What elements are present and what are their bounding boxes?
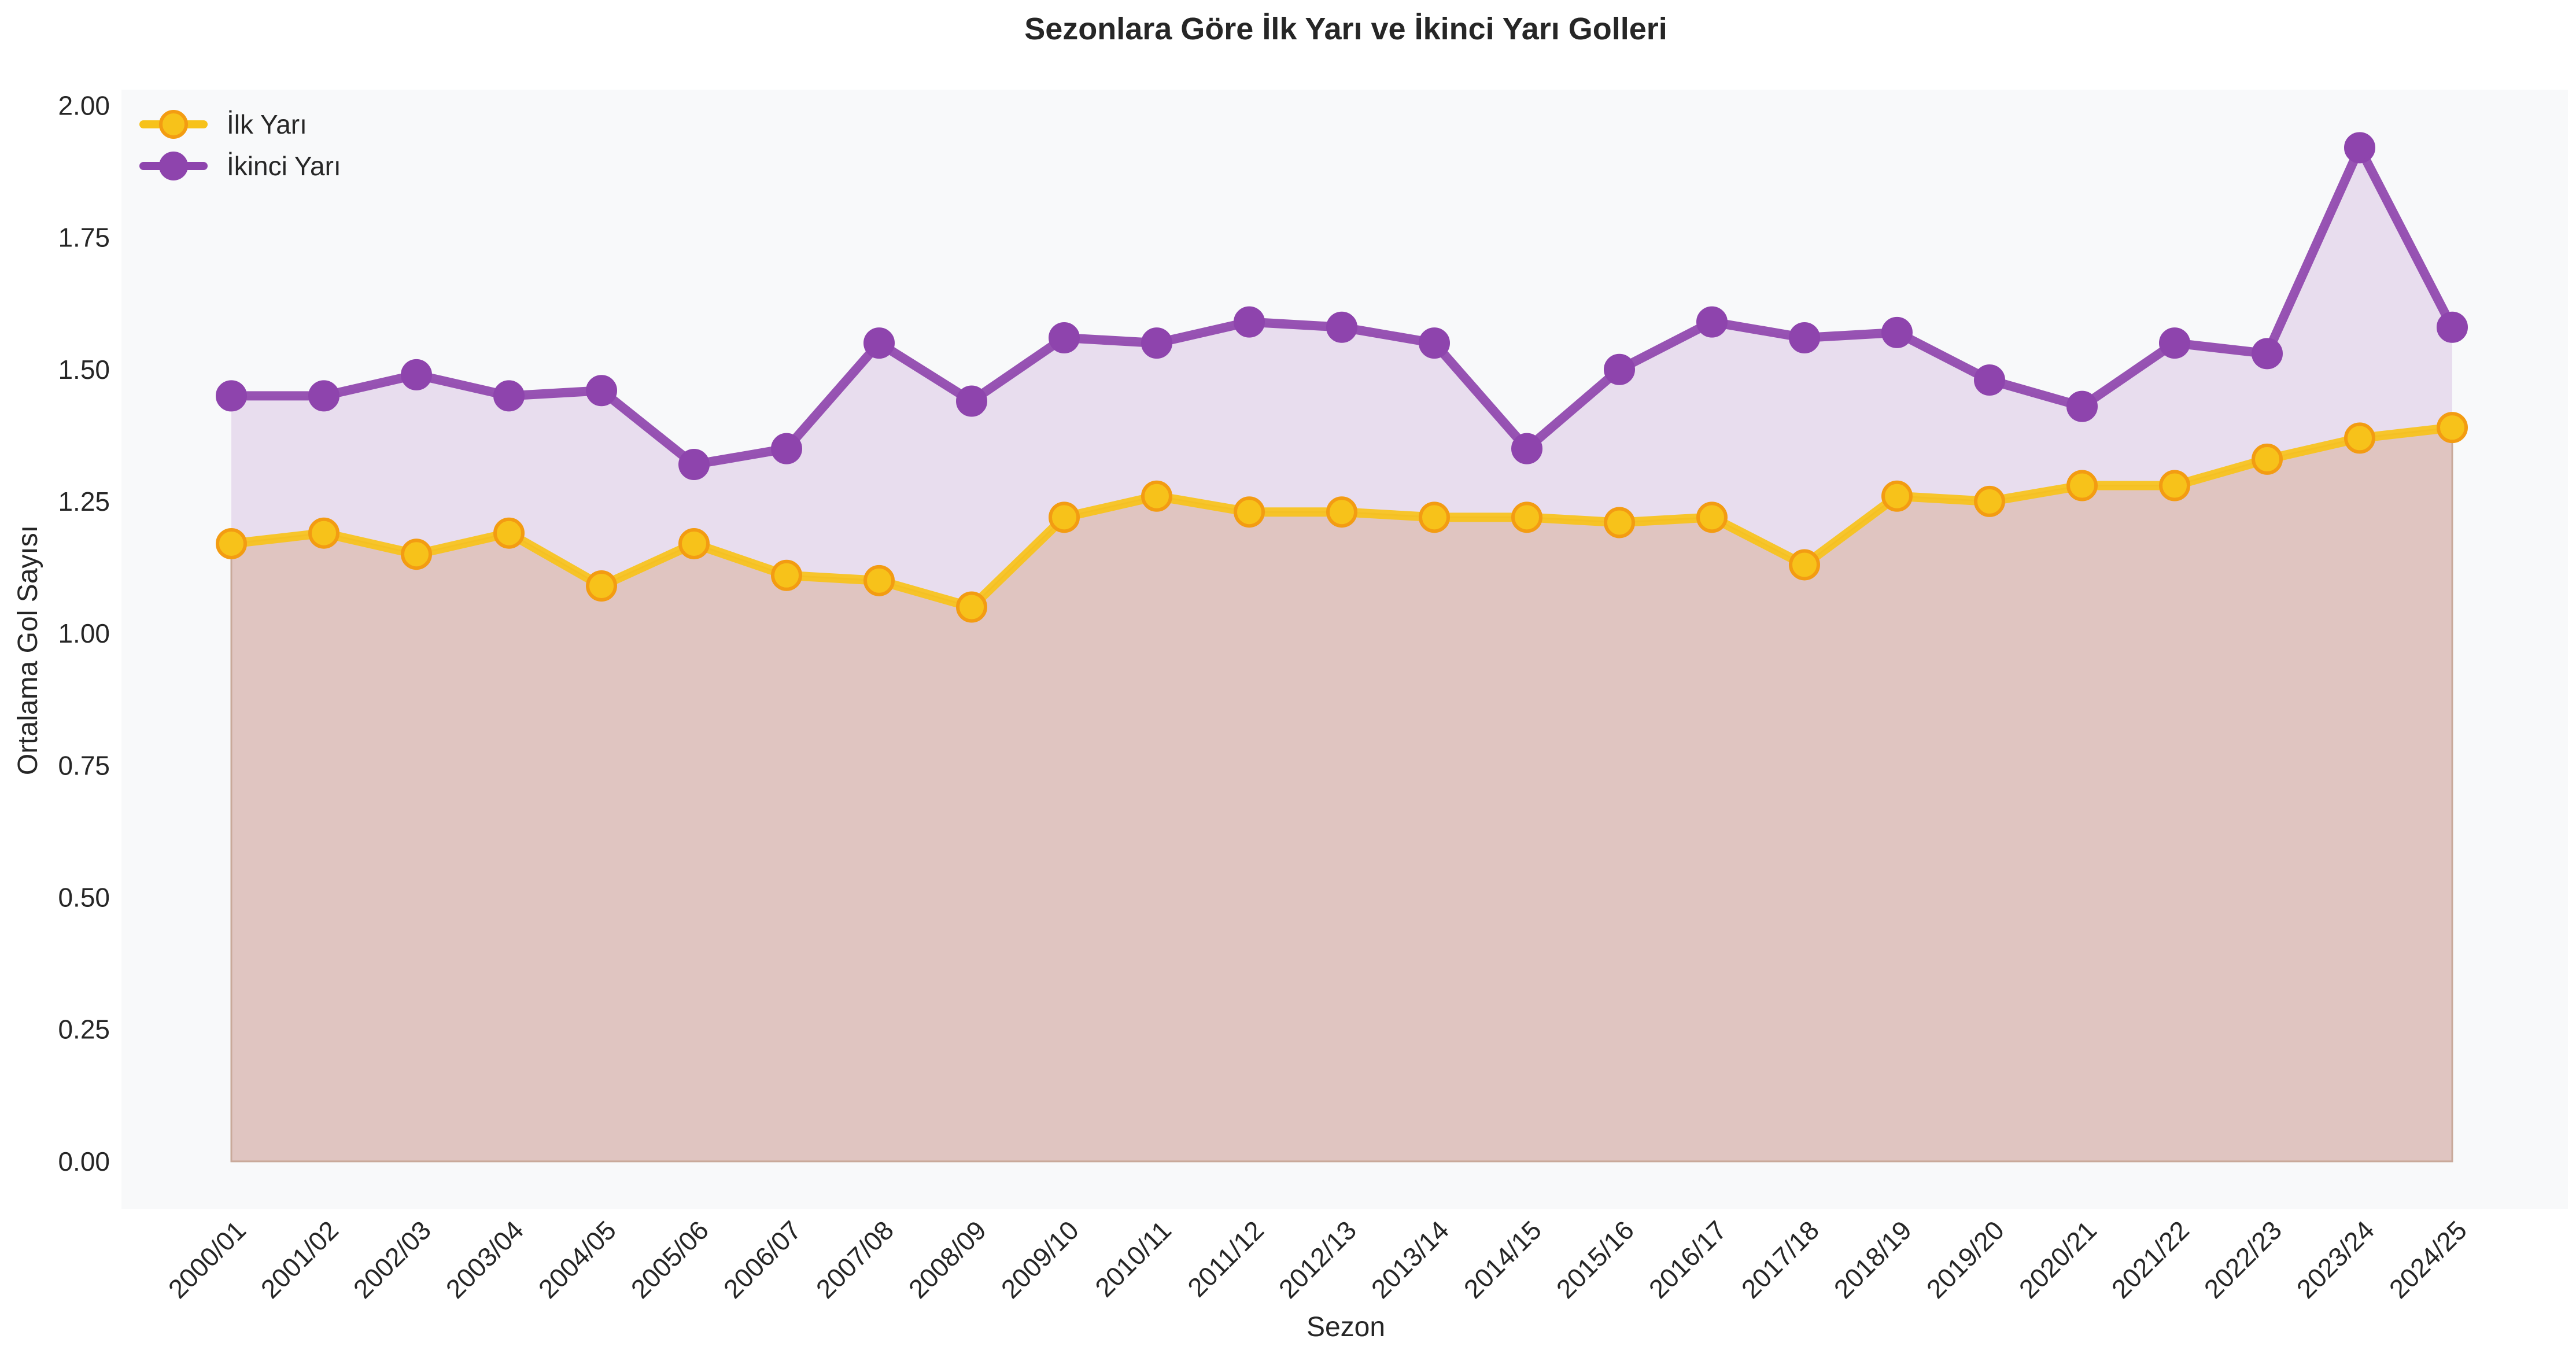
- data-point-ilk-yari-2013-14: [1419, 501, 1450, 533]
- data-point-ikinci-yari-2012-13: [1326, 311, 1357, 343]
- data-point-ikinci-yari-2000-01: [216, 380, 247, 412]
- data-point-ilk-yari-2000-01: [216, 528, 247, 559]
- y-tick-label: 2.00: [58, 90, 110, 120]
- data-point-ilk-yari-2005-06: [678, 528, 710, 559]
- data-point-ikinci-yari-2015-16: [1604, 353, 1635, 385]
- x-tick-label: 2017/18: [1736, 1215, 1825, 1304]
- x-tick-label: 2022/23: [2198, 1215, 2287, 1304]
- data-point-ilk-yari-2019-20: [1974, 485, 2005, 517]
- data-point-ikinci-yari-2004-05: [586, 375, 617, 407]
- data-point-ikinci-yari-2003-04: [493, 380, 525, 412]
- y-tick-label: 1.75: [58, 223, 110, 253]
- legend-label-ilk-yari: İlk Yarı: [227, 109, 307, 139]
- x-tick-label: 2000/01: [163, 1215, 252, 1304]
- data-point-ikinci-yari-2024-25: [2437, 311, 2468, 343]
- data-point-ilk-yari-2007-08: [863, 565, 895, 596]
- x-tick-label: 2005/06: [625, 1215, 714, 1304]
- data-point-ilk-yari-2016-17: [1696, 501, 1728, 533]
- x-tick-label: 2001/02: [255, 1215, 344, 1304]
- data-point-ikinci-yari-2020-21: [2066, 390, 2098, 422]
- data-point-ilk-yari-2009-10: [1049, 501, 1080, 533]
- data-point-ilk-yari-2024-25: [2437, 412, 2468, 444]
- data-point-ikinci-yari-2006-07: [771, 433, 802, 464]
- area-fill-ikinci-yari: [231, 147, 2452, 1161]
- x-tick-label: 2019/20: [1921, 1215, 2010, 1304]
- x-tick-label: 2003/04: [440, 1215, 529, 1304]
- x-tick-label: 2013/14: [1365, 1215, 1455, 1304]
- data-point-ilk-yari-2014-15: [1511, 501, 1542, 533]
- legend: İlk Yarı İkinci Yarı: [139, 109, 341, 181]
- x-tick-label: 2009/10: [995, 1215, 1084, 1304]
- x-tick-label: 2012/13: [1273, 1215, 1362, 1304]
- data-point-ilk-yari-2011-12: [1234, 496, 1265, 528]
- data-point-ilk-yari-2010-11: [1141, 480, 1172, 512]
- x-tick-label: 2006/07: [718, 1215, 807, 1304]
- data-point-ilk-yari-2006-07: [771, 559, 802, 591]
- x-tick-label: 2011/12: [1182, 1215, 1269, 1303]
- y-axis-label: Ortalama Gol Sayısı: [13, 525, 43, 775]
- data-point-ilk-yari-2008-09: [956, 591, 987, 623]
- y-tick-label: 0.00: [58, 1146, 110, 1176]
- data-point-ikinci-yari-2022-23: [2252, 338, 2283, 370]
- data-point-ikinci-yari-2014-15: [1511, 433, 1542, 464]
- data-point-ilk-yari-2022-23: [2252, 443, 2283, 475]
- data-point-ilk-yari-2004-05: [586, 570, 617, 602]
- data-point-ikinci-yari-2002-03: [401, 359, 432, 390]
- x-tick-label: 2018/19: [1828, 1215, 1917, 1304]
- x-tick-label: 2010/11: [1089, 1215, 1177, 1303]
- data-point-ikinci-yari-2001-02: [308, 380, 339, 412]
- data-point-ikinci-yari-2008-09: [956, 385, 987, 417]
- y-tick-label: 1.00: [58, 618, 110, 648]
- x-tick-label: 2015/16: [1551, 1215, 1640, 1304]
- data-point-ikinci-yari-2018-19: [1881, 316, 1913, 348]
- x-tick-label: 2008/09: [903, 1215, 992, 1304]
- x-tick-label: 2021/22: [2106, 1215, 2195, 1304]
- data-point-ikinci-yari-2021-22: [2159, 327, 2190, 359]
- x-tick-label: 2004/05: [533, 1215, 622, 1304]
- data-point-ikinci-yari-2019-20: [1974, 364, 2005, 396]
- plot-area: [121, 90, 2568, 1209]
- data-point-ilk-yari-2021-22: [2159, 470, 2190, 501]
- x-axis-label: Sezon: [1307, 1312, 1385, 1342]
- x-tick-label: 2016/17: [1643, 1215, 1732, 1304]
- x-tick-label: 2007/08: [810, 1215, 899, 1304]
- y-tick-label: 0.50: [58, 882, 110, 912]
- data-point-ilk-yari-2003-04: [493, 517, 525, 549]
- data-point-ikinci-yari-2007-08: [863, 327, 895, 359]
- data-point-ilk-yari-2002-03: [401, 539, 432, 570]
- data-point-ilk-yari-2015-16: [1604, 507, 1635, 539]
- x-tick-label: 2002/03: [348, 1215, 437, 1304]
- data-point-ikinci-yari-2013-14: [1419, 327, 1450, 359]
- y-tick-label: 1.25: [58, 486, 110, 517]
- data-point-ikinci-yari-2005-06: [678, 449, 710, 481]
- y-tick-label: 0.75: [58, 750, 110, 780]
- legend-label-ikinci-yari: İkinci Yarı: [227, 151, 341, 181]
- data-point-ikinci-yari-2017-18: [1789, 322, 1820, 353]
- chart-title: Sezonlara Göre İlk Yarı ve İkinci Yarı G…: [1024, 12, 1667, 46]
- data-point-ilk-yari-2020-21: [2066, 470, 2098, 501]
- legend-marker-ilk-yari: [159, 110, 188, 139]
- y-tick-label: 0.25: [58, 1015, 110, 1045]
- data-point-ikinci-yari-2009-10: [1049, 322, 1080, 353]
- x-tick-label: 2023/24: [2291, 1215, 2380, 1304]
- data-point-ikinci-yari-2011-12: [1234, 306, 1265, 338]
- data-point-ikinci-yari-2010-11: [1141, 327, 1172, 359]
- data-point-ilk-yari-2017-18: [1789, 549, 1820, 581]
- x-tick-label: 2024/25: [2383, 1215, 2472, 1304]
- legend-marker-ikinci-yari: [159, 152, 188, 180]
- x-tick-label: 2020/21: [2013, 1215, 2102, 1304]
- data-point-ilk-yari-2001-02: [308, 517, 339, 549]
- data-point-ikinci-yari-2023-24: [2344, 132, 2375, 164]
- data-point-ikinci-yari-2016-17: [1696, 306, 1728, 338]
- data-point-ilk-yari-2012-13: [1326, 496, 1357, 528]
- data-point-ilk-yari-2018-19: [1881, 480, 1913, 512]
- y-tick-label: 1.50: [58, 355, 110, 385]
- data-point-ilk-yari-2023-24: [2344, 422, 2375, 454]
- x-tick-label: 2014/15: [1458, 1215, 1547, 1304]
